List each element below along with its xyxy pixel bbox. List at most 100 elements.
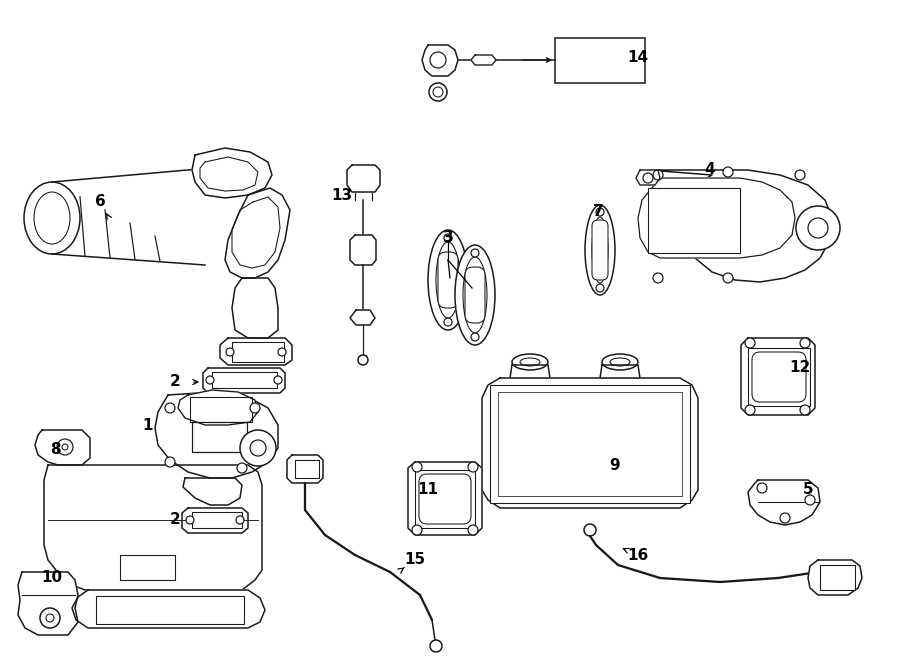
Polygon shape xyxy=(408,462,482,535)
Circle shape xyxy=(46,614,54,622)
Bar xyxy=(648,188,740,253)
Circle shape xyxy=(250,440,266,456)
Ellipse shape xyxy=(520,358,540,366)
Bar xyxy=(190,397,252,422)
FancyBboxPatch shape xyxy=(465,267,485,323)
Bar xyxy=(192,512,242,528)
Ellipse shape xyxy=(602,354,638,370)
Polygon shape xyxy=(471,55,496,65)
Polygon shape xyxy=(182,508,248,533)
Circle shape xyxy=(471,333,479,341)
Circle shape xyxy=(745,405,755,415)
Polygon shape xyxy=(183,478,242,505)
Circle shape xyxy=(796,206,840,250)
Polygon shape xyxy=(422,45,458,76)
Circle shape xyxy=(165,403,175,413)
Text: 6: 6 xyxy=(94,194,105,210)
Circle shape xyxy=(596,208,604,216)
Bar xyxy=(295,460,319,478)
Circle shape xyxy=(237,463,247,473)
Ellipse shape xyxy=(592,217,608,283)
Circle shape xyxy=(412,462,422,472)
Ellipse shape xyxy=(34,192,70,244)
Polygon shape xyxy=(178,390,258,425)
Circle shape xyxy=(358,355,368,365)
Bar xyxy=(498,392,682,496)
Polygon shape xyxy=(72,590,265,628)
Ellipse shape xyxy=(436,242,460,318)
Circle shape xyxy=(468,462,478,472)
Circle shape xyxy=(240,430,276,466)
Polygon shape xyxy=(155,393,278,478)
Circle shape xyxy=(596,284,604,292)
Polygon shape xyxy=(347,165,380,192)
Text: 4: 4 xyxy=(705,163,716,178)
Circle shape xyxy=(430,640,442,652)
Circle shape xyxy=(653,170,663,180)
FancyBboxPatch shape xyxy=(419,474,471,524)
Circle shape xyxy=(795,170,805,180)
Polygon shape xyxy=(600,365,640,378)
Polygon shape xyxy=(18,572,78,635)
Ellipse shape xyxy=(512,354,548,370)
Polygon shape xyxy=(741,338,815,415)
Circle shape xyxy=(433,87,443,97)
FancyBboxPatch shape xyxy=(752,352,806,402)
Circle shape xyxy=(805,495,815,505)
FancyBboxPatch shape xyxy=(438,252,458,308)
Bar xyxy=(212,372,277,388)
Circle shape xyxy=(206,376,214,384)
Circle shape xyxy=(40,608,60,628)
Text: 1: 1 xyxy=(143,418,153,432)
Circle shape xyxy=(430,52,446,68)
Circle shape xyxy=(62,444,68,450)
Circle shape xyxy=(444,318,452,326)
Circle shape xyxy=(429,83,447,101)
Text: 16: 16 xyxy=(627,547,649,563)
Ellipse shape xyxy=(610,358,630,366)
Polygon shape xyxy=(510,365,550,378)
Circle shape xyxy=(800,405,810,415)
Text: 2: 2 xyxy=(169,375,180,389)
Polygon shape xyxy=(648,170,832,282)
Text: 5: 5 xyxy=(803,483,814,498)
Bar xyxy=(465,267,485,323)
Polygon shape xyxy=(220,338,292,365)
Ellipse shape xyxy=(455,245,495,345)
Ellipse shape xyxy=(24,182,80,254)
Polygon shape xyxy=(287,455,323,483)
Circle shape xyxy=(278,348,286,356)
Bar xyxy=(490,385,690,503)
Text: 13: 13 xyxy=(331,188,353,202)
Circle shape xyxy=(412,525,422,535)
Circle shape xyxy=(643,173,653,183)
Circle shape xyxy=(723,167,733,177)
Circle shape xyxy=(757,483,767,493)
Circle shape xyxy=(444,234,452,242)
Polygon shape xyxy=(808,560,862,595)
Circle shape xyxy=(471,249,479,257)
Polygon shape xyxy=(44,465,262,590)
Text: 11: 11 xyxy=(418,483,438,498)
Polygon shape xyxy=(232,197,280,268)
Polygon shape xyxy=(200,157,258,191)
Circle shape xyxy=(584,524,596,536)
Polygon shape xyxy=(203,368,285,393)
Polygon shape xyxy=(225,188,290,278)
Ellipse shape xyxy=(585,205,615,295)
Circle shape xyxy=(723,273,733,283)
Ellipse shape xyxy=(463,257,487,333)
Text: 7: 7 xyxy=(593,204,603,219)
Text: 9: 9 xyxy=(609,457,620,473)
Bar xyxy=(232,342,284,362)
Text: 14: 14 xyxy=(627,50,649,65)
Circle shape xyxy=(808,218,828,238)
Text: 10: 10 xyxy=(41,570,63,586)
Circle shape xyxy=(780,513,790,523)
Circle shape xyxy=(57,439,73,455)
Polygon shape xyxy=(638,178,795,258)
Bar xyxy=(120,555,175,580)
Circle shape xyxy=(250,403,260,413)
Circle shape xyxy=(226,348,234,356)
Circle shape xyxy=(236,516,244,524)
